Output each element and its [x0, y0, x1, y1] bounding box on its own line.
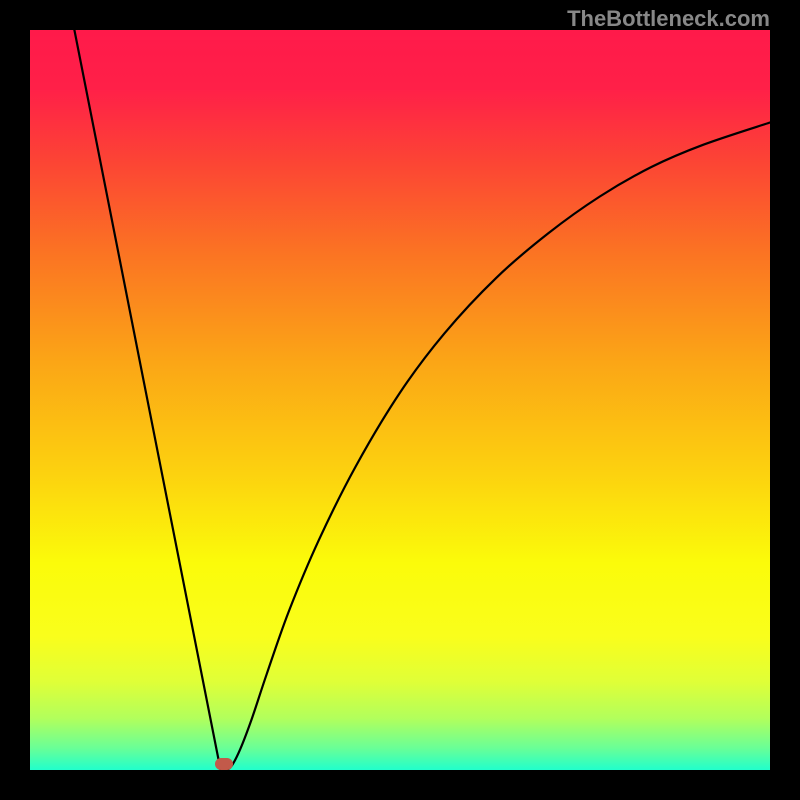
plot-area [30, 30, 770, 770]
chart-container: TheBottleneck.com [0, 0, 800, 800]
watermark-text: TheBottleneck.com [567, 6, 770, 32]
minimum-marker [215, 758, 233, 770]
curve-line [30, 30, 770, 770]
